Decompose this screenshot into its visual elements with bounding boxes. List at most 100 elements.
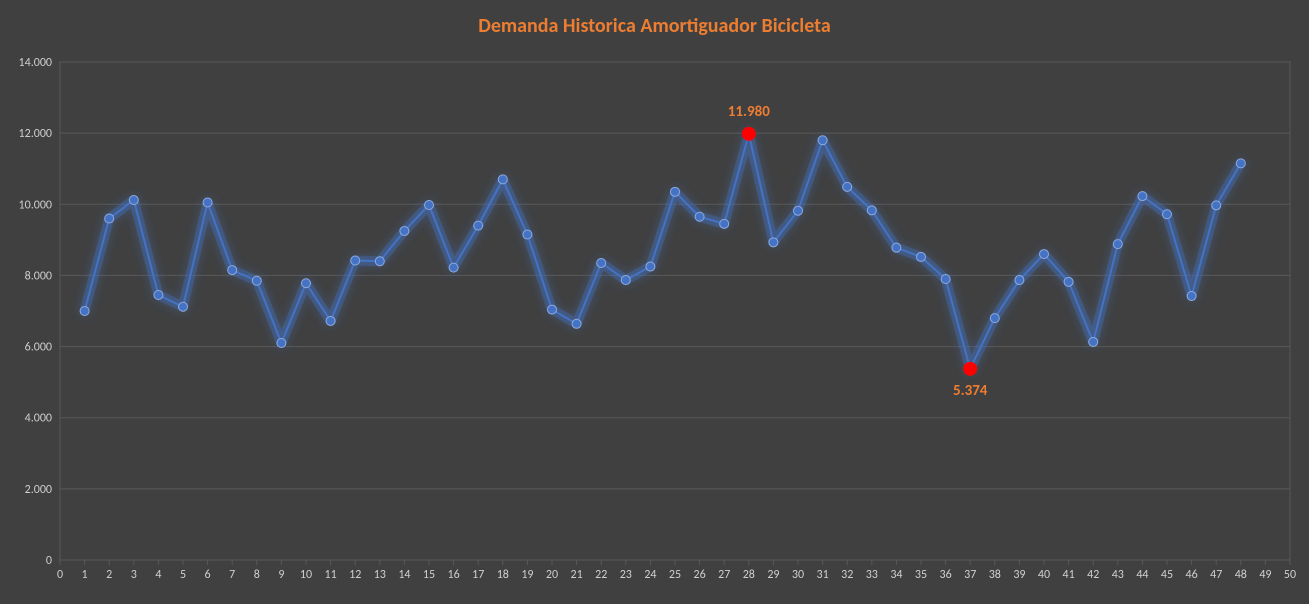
data-marker [695, 212, 704, 221]
x-tick-label: 25 [669, 568, 681, 582]
x-tick-label: 49 [1259, 568, 1271, 582]
x-tick-label: 47 [1210, 568, 1222, 582]
chart-background [0, 0, 1309, 604]
x-tick-label: 22 [595, 568, 607, 582]
x-tick-label: 33 [866, 568, 878, 582]
x-tick-label: 40 [1038, 568, 1050, 582]
data-marker [425, 200, 434, 209]
y-tick-label: 12.000 [19, 127, 52, 141]
data-marker [1064, 277, 1073, 286]
x-tick-label: 8 [254, 568, 260, 582]
data-marker [917, 252, 926, 261]
y-tick-label: 4.000 [25, 412, 52, 426]
data-marker [720, 219, 729, 228]
x-tick-label: 11 [325, 568, 337, 582]
x-tick-label: 24 [644, 568, 656, 582]
data-marker [597, 258, 606, 267]
x-tick-label: 50 [1284, 568, 1296, 582]
x-tick-label: 20 [546, 568, 558, 582]
data-marker [646, 262, 655, 271]
data-marker [400, 226, 409, 235]
data-marker [1187, 292, 1196, 301]
data-marker [990, 314, 999, 323]
x-tick-label: 9 [278, 568, 284, 582]
data-marker [671, 187, 680, 196]
data-marker [105, 214, 114, 223]
data-marker [818, 136, 827, 145]
data-marker [326, 316, 335, 325]
data-marker [375, 257, 384, 266]
x-tick-label: 26 [694, 568, 706, 582]
chart-title: Demanda Historica Amortiguador Bicicleta [478, 14, 831, 38]
x-tick-label: 2 [106, 568, 112, 582]
data-marker [129, 196, 138, 205]
y-tick-label: 10.000 [19, 198, 52, 212]
data-marker [252, 276, 261, 285]
data-marker [1212, 201, 1221, 210]
y-tick-label: 14.000 [19, 56, 52, 70]
x-tick-label: 3 [131, 568, 137, 582]
data-marker [154, 290, 163, 299]
data-marker [621, 276, 630, 285]
data-marker [548, 305, 557, 314]
data-marker [769, 238, 778, 247]
x-tick-label: 38 [989, 568, 1001, 582]
x-tick-label: 19 [521, 568, 533, 582]
data-marker [1015, 276, 1024, 285]
x-tick-label: 12 [349, 568, 361, 582]
y-tick-label: 8.000 [25, 269, 52, 283]
x-tick-label: 32 [841, 568, 853, 582]
data-marker [843, 182, 852, 191]
x-tick-label: 16 [448, 568, 460, 582]
data-marker [474, 221, 483, 230]
data-marker [449, 263, 458, 272]
x-tick-label: 15 [423, 568, 435, 582]
data-marker [794, 206, 803, 215]
x-tick-label: 29 [767, 568, 779, 582]
highlight-label: 5.374 [953, 382, 988, 400]
x-tick-label: 45 [1161, 568, 1173, 582]
data-marker [1236, 159, 1245, 168]
x-tick-label: 48 [1235, 568, 1247, 582]
y-tick-label: 0 [46, 554, 52, 568]
data-marker [351, 256, 360, 265]
x-tick-label: 31 [817, 568, 829, 582]
data-marker [1089, 337, 1098, 346]
x-tick-label: 41 [1063, 568, 1075, 582]
x-tick-label: 44 [1136, 568, 1148, 582]
data-marker [80, 307, 89, 316]
x-tick-label: 46 [1186, 568, 1198, 582]
x-tick-label: 39 [1013, 568, 1025, 582]
highlight-label: 11.980 [728, 103, 770, 121]
data-marker [498, 175, 507, 184]
x-tick-label: 18 [497, 568, 509, 582]
x-tick-label: 23 [620, 568, 632, 582]
data-marker [1040, 250, 1049, 259]
data-marker [179, 302, 188, 311]
x-tick-label: 17 [472, 568, 484, 582]
highlight-marker [742, 127, 756, 141]
highlight-marker [963, 362, 977, 376]
data-marker [228, 266, 237, 275]
x-tick-label: 42 [1087, 568, 1099, 582]
x-tick-label: 4 [155, 568, 161, 582]
data-marker [277, 339, 286, 348]
x-tick-label: 6 [205, 568, 211, 582]
data-marker [867, 206, 876, 215]
data-marker [1113, 240, 1122, 249]
x-tick-label: 5 [180, 568, 186, 582]
x-tick-label: 43 [1112, 568, 1124, 582]
x-tick-label: 27 [718, 568, 730, 582]
x-tick-label: 13 [374, 568, 386, 582]
data-marker [203, 198, 212, 207]
y-tick-label: 6.000 [25, 341, 52, 355]
y-tick-label: 2.000 [25, 483, 52, 497]
x-tick-label: 34 [890, 568, 902, 582]
data-marker [302, 279, 311, 288]
data-marker [941, 274, 950, 283]
data-marker [572, 319, 581, 328]
data-marker [892, 243, 901, 252]
x-tick-label: 37 [964, 568, 976, 582]
data-marker [523, 230, 532, 239]
x-tick-label: 36 [940, 568, 952, 582]
